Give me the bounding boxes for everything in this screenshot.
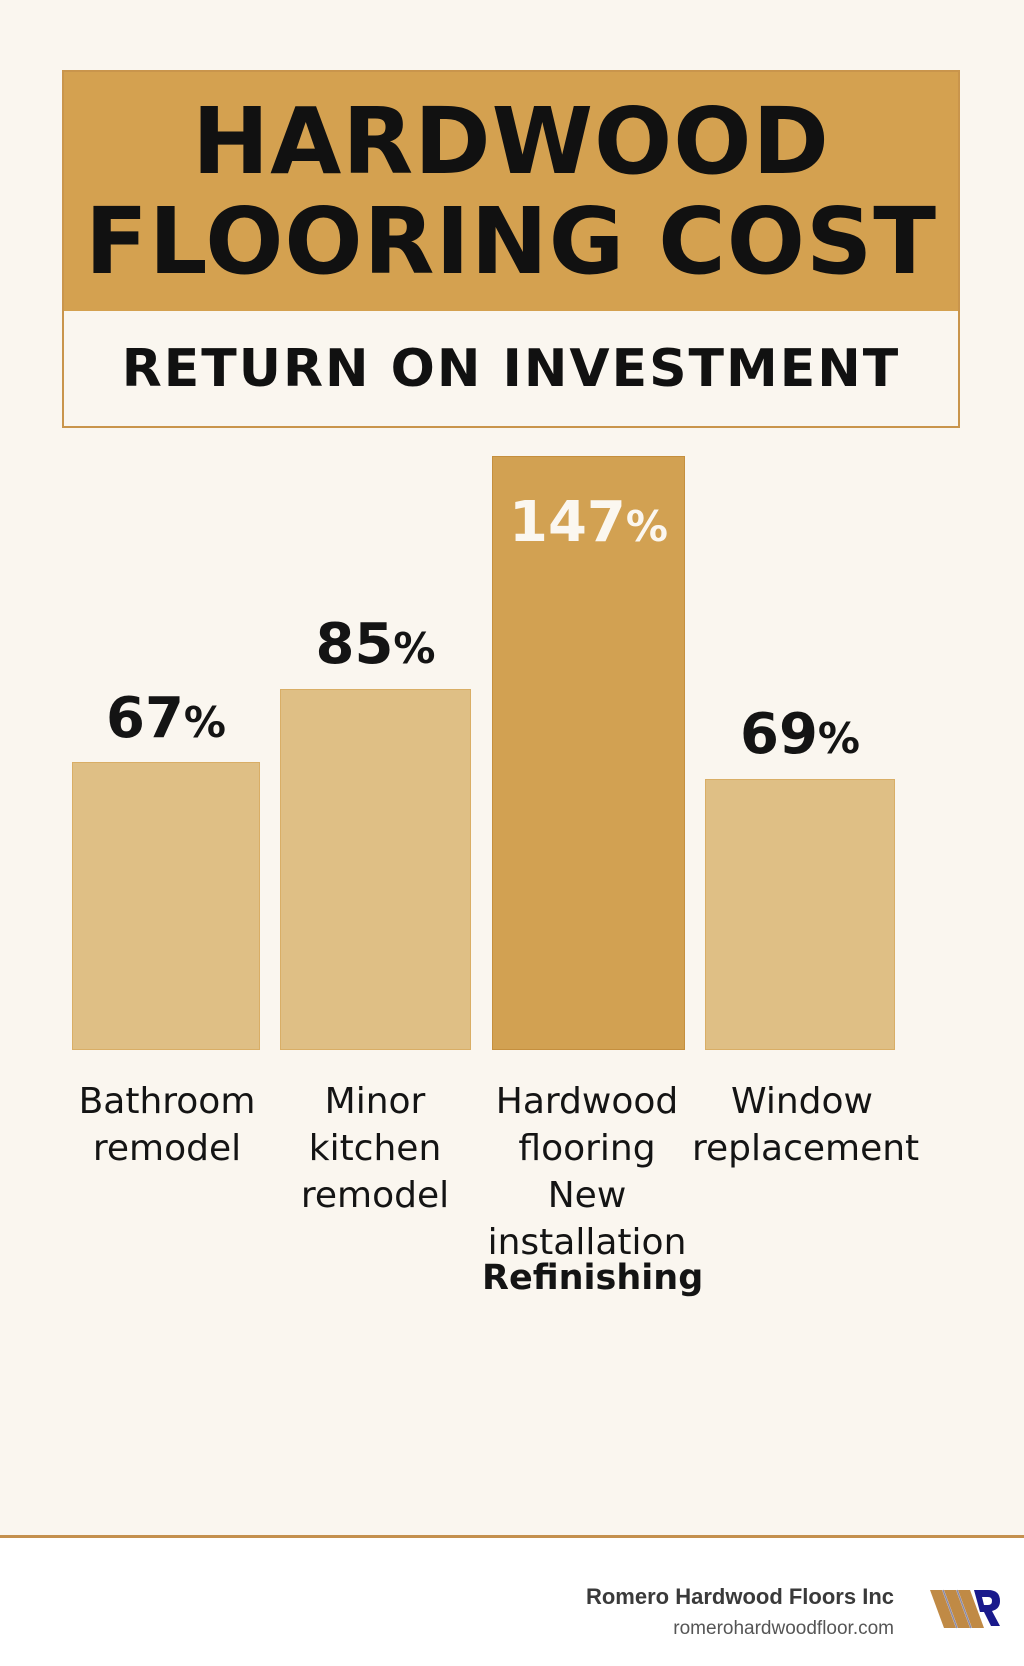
bar-window-replacement [705,779,895,1050]
footer: Romero Hardwood Floors Inc romerohardwoo… [0,1538,1024,1666]
bar-value-window: 69% [739,702,861,767]
bar-hardwood-flooring [492,456,685,1050]
company-website[interactable]: romerohardwoodfloor.com [673,1618,894,1639]
category-label-window: Window replacement [692,1081,920,1169]
title-line-2: FLOORING COST [85,187,937,295]
title-band: HARDWOOD FLOORING COST [64,72,958,311]
bar-bathroom-remodel [72,762,260,1050]
category-label-bathroom: Bathroom remodel [78,1081,256,1169]
bar-value-bathroom: 67% [105,686,227,751]
romero-logo-icon [930,1589,1000,1629]
bar-minor-kitchen-remodel [280,689,471,1050]
category-label-kitchen: Minor kitchen remodel [300,1081,450,1216]
bar-value-kitchen: 85% [315,612,436,677]
bar-value-hardwood: 147% [509,490,668,555]
title-line-1: HARDWOOD [192,87,830,195]
category-sublabel-refinishing: Refinishing [482,1258,704,1298]
category-label-hardwood: Hardwood flooring New installation [487,1081,687,1263]
subtitle: RETURN ON INVESTMENT [121,338,901,399]
header-box: HARDWOOD FLOORING COST RETURN ON INVESTM… [62,70,960,428]
company-name: Romero Hardwood Floors Inc [585,1584,894,1609]
footer-divider [0,1535,1024,1538]
subtitle-band: RETURN ON INVESTMENT [64,311,958,426]
